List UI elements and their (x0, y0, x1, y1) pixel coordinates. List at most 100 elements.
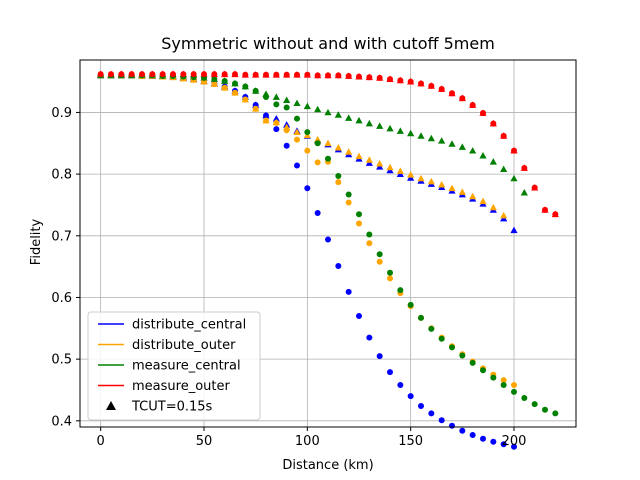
data-point-triangle (334, 143, 342, 151)
data-point (180, 71, 187, 78)
y-tick-label: 0.6 (51, 291, 72, 306)
data-point (469, 432, 476, 439)
data-point-triangle (303, 102, 311, 110)
data-point-triangle (448, 140, 456, 147)
data-point-triangle (458, 143, 466, 150)
data-point-triangle (469, 192, 477, 200)
data-point (242, 83, 249, 90)
data-point (294, 162, 300, 169)
data-point-triangle (407, 129, 415, 137)
x-axis: 0 50 100 150 200 (97, 427, 527, 449)
data-point (376, 258, 383, 265)
data-point (500, 377, 507, 384)
y-axis-label: Fidelity (29, 218, 44, 265)
data-point (211, 81, 218, 88)
data-point (480, 435, 486, 442)
data-point-triangle (365, 156, 373, 163)
data-point-triangle (407, 171, 415, 178)
data-point-triangle (469, 147, 477, 154)
data-point-triangle (376, 122, 384, 129)
data-point (490, 374, 497, 381)
data-point (469, 359, 476, 366)
data-point (428, 82, 435, 89)
x-tick-label: 100 (295, 434, 320, 449)
data-point-triangle (520, 189, 528, 196)
data-point (459, 427, 466, 434)
plot-area (97, 70, 559, 450)
x-tick-label: 150 (398, 434, 423, 449)
data-point (159, 71, 166, 78)
data-point-triangle (427, 134, 435, 142)
data-point (294, 115, 300, 122)
data-point (118, 71, 125, 78)
legend-box (87, 311, 261, 421)
legend-marker (106, 401, 116, 410)
data-point (552, 211, 559, 218)
data-point (201, 71, 207, 78)
data-point (511, 443, 517, 450)
data-point (542, 406, 548, 413)
x-tick-label: 200 (502, 434, 527, 449)
y-tick-label: 0.7 (51, 229, 72, 244)
data-point (500, 132, 507, 139)
y-tick-label: 0.5 (51, 353, 72, 368)
data-point (108, 71, 114, 78)
data-point (304, 147, 311, 154)
series-3 (97, 71, 559, 218)
data-point-triangle (479, 152, 487, 159)
data-point (294, 136, 300, 143)
series-5 (97, 71, 508, 219)
data-point (500, 382, 507, 389)
data-point (511, 147, 517, 154)
data-point (263, 117, 269, 124)
data-point (428, 325, 435, 332)
data-point (314, 159, 321, 166)
data-point (480, 367, 486, 374)
data-point-triangle (500, 211, 508, 219)
data-point-triangle (479, 197, 487, 205)
series-6 (97, 71, 528, 196)
data-point-triangle (365, 119, 373, 127)
data-point (170, 71, 176, 78)
data-point-triangle (386, 163, 394, 171)
data-point (345, 199, 352, 206)
x-tick-label: 50 (196, 434, 213, 449)
data-point-triangle (417, 132, 425, 139)
data-point (314, 209, 321, 216)
y-tick-label: 0.8 (51, 168, 72, 183)
plot-frame (79, 59, 577, 428)
data-point (521, 395, 528, 402)
data-point (552, 410, 559, 417)
data-point (345, 191, 352, 198)
data-point (211, 76, 218, 83)
data-point-triangle (334, 111, 342, 118)
data-point-triangle (510, 226, 518, 234)
data-point-triangle (324, 139, 332, 147)
y-axis: 0.4 0.5 0.6 0.7 0.8 0.9 (51, 106, 80, 429)
data-point (283, 71, 290, 78)
data-point (221, 71, 228, 78)
legend-label: distribute_outer (132, 338, 236, 353)
data-point (366, 231, 373, 238)
data-point (252, 71, 259, 78)
data-point (511, 382, 517, 389)
data-point (449, 344, 455, 351)
data-point-triangle (355, 116, 363, 124)
data-point (345, 73, 352, 80)
data-point (314, 72, 321, 79)
data-point (459, 352, 466, 359)
data-point-triangle (500, 165, 508, 173)
data-point (490, 438, 497, 445)
data-point-triangle (448, 184, 456, 192)
y-tick-label: 0.9 (51, 106, 72, 121)
data-point (387, 275, 393, 282)
chart-title: Symmetric without and with cutoff 5mem (161, 34, 495, 53)
data-point (128, 71, 135, 78)
data-point (335, 179, 342, 186)
data-point (438, 85, 445, 92)
data-point (407, 301, 414, 308)
data-point (273, 71, 280, 78)
data-point (190, 71, 197, 78)
data-point-triangle (324, 108, 332, 116)
